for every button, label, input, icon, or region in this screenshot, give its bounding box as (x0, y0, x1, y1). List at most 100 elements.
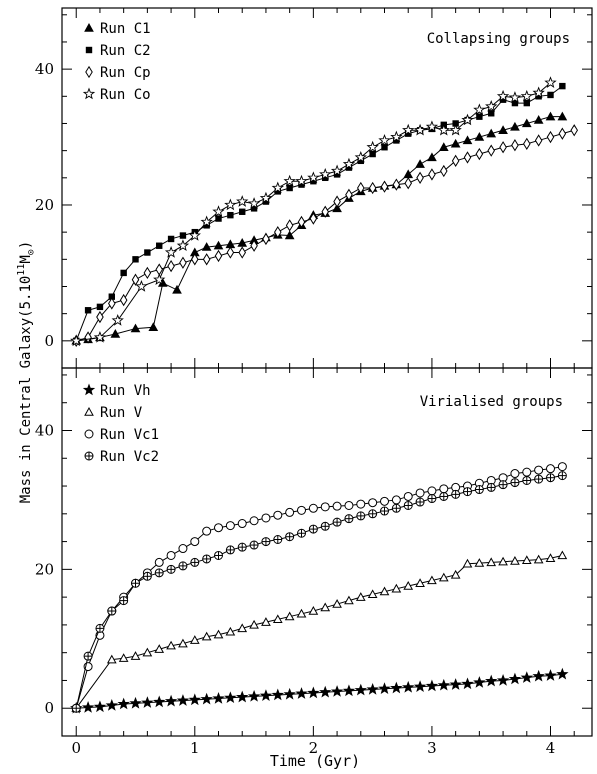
data-point (439, 484, 449, 494)
legend-label: Run V (100, 405, 143, 421)
top-panel-frame (61, 7, 593, 369)
data-point (391, 583, 402, 593)
data-point (296, 608, 307, 618)
data-point (366, 140, 379, 153)
top-panel-axes: 0 20 40 (35, 8, 592, 368)
data-point (71, 703, 81, 713)
data-point (285, 507, 295, 517)
data-point (415, 497, 425, 507)
data-point (155, 263, 164, 276)
data-point (215, 215, 222, 222)
legend-label: Run Vc2 (100, 449, 159, 465)
bottom-panel-series (70, 462, 569, 714)
data-point (225, 521, 235, 531)
data-point (176, 694, 190, 706)
data-point (129, 696, 142, 709)
data-point (273, 535, 283, 545)
data-point (131, 578, 141, 588)
data-point (203, 222, 210, 229)
data-point (298, 181, 305, 188)
data-point (271, 181, 284, 194)
data-point (462, 558, 473, 568)
data-point (557, 471, 567, 481)
data-point (156, 242, 163, 249)
data-point (178, 638, 188, 648)
data-point (84, 307, 92, 314)
data-point (332, 501, 342, 511)
data-point (200, 215, 213, 228)
data-point (271, 688, 284, 701)
data-point (321, 205, 330, 218)
data-point (520, 89, 533, 102)
data-point (95, 623, 105, 633)
data-point (309, 212, 318, 225)
data-point (511, 99, 519, 107)
data-point (508, 91, 522, 103)
data-point (261, 513, 271, 523)
data-point (250, 205, 258, 212)
legend-label: Run Vh (100, 383, 151, 399)
data-point (227, 211, 234, 219)
data-point (357, 157, 364, 165)
data-point (511, 139, 519, 152)
data-point (344, 595, 354, 605)
y-axis-label-exponent: 11 (16, 264, 27, 276)
y-axis-label-subscript: ⊙ (26, 249, 37, 255)
data-point (547, 91, 554, 99)
bottom-panel-title: Virialised groups (420, 394, 563, 410)
data-point (534, 134, 543, 147)
data-point (488, 110, 495, 117)
data-point (148, 322, 159, 331)
data-point (415, 578, 425, 587)
data-point (451, 489, 461, 499)
data-point (247, 197, 261, 209)
data-point (393, 137, 400, 144)
data-point (405, 130, 412, 137)
data-point (239, 208, 246, 215)
data-point (354, 150, 367, 163)
data-point (178, 561, 188, 571)
data-point (392, 178, 401, 191)
data-point (523, 99, 530, 107)
data-point (132, 256, 139, 263)
data-point (367, 589, 378, 599)
data-point (284, 230, 295, 240)
bottom-panel-axes: 0 20 40 0 1 2 3 4 (35, 368, 592, 757)
data-point (354, 683, 367, 696)
data-point (440, 164, 448, 178)
data-point (499, 96, 507, 103)
data-point (510, 478, 520, 488)
data-point (190, 557, 200, 567)
data-point (570, 124, 579, 137)
data-point (474, 485, 484, 495)
data-point (213, 240, 224, 250)
y-tick-label: 0 (44, 332, 54, 350)
data-point (428, 168, 436, 181)
x-tick-label: 2 (309, 739, 319, 757)
data-point (413, 680, 427, 692)
data-point (557, 462, 567, 472)
data-point (308, 524, 318, 534)
data-point (84, 331, 92, 344)
legend-marker (85, 46, 93, 54)
data-point (475, 147, 484, 161)
data-point (522, 467, 532, 477)
data-point (224, 691, 237, 704)
legend-label: Run Co (100, 87, 151, 103)
data-point (345, 188, 353, 201)
series-line (75, 85, 563, 342)
data-point (427, 486, 437, 496)
data-point (533, 115, 544, 124)
data-point (166, 640, 176, 650)
data-point (111, 313, 124, 326)
data-point (486, 128, 497, 138)
data-point (285, 219, 294, 232)
data-point (510, 469, 520, 479)
data-point (390, 681, 403, 694)
data-point (70, 334, 83, 347)
data-point (425, 679, 439, 692)
data-point (261, 537, 271, 547)
top-panel-legend: Run C1 Run C2 Run Cp Run Co (82, 21, 151, 103)
data-point (381, 144, 388, 151)
